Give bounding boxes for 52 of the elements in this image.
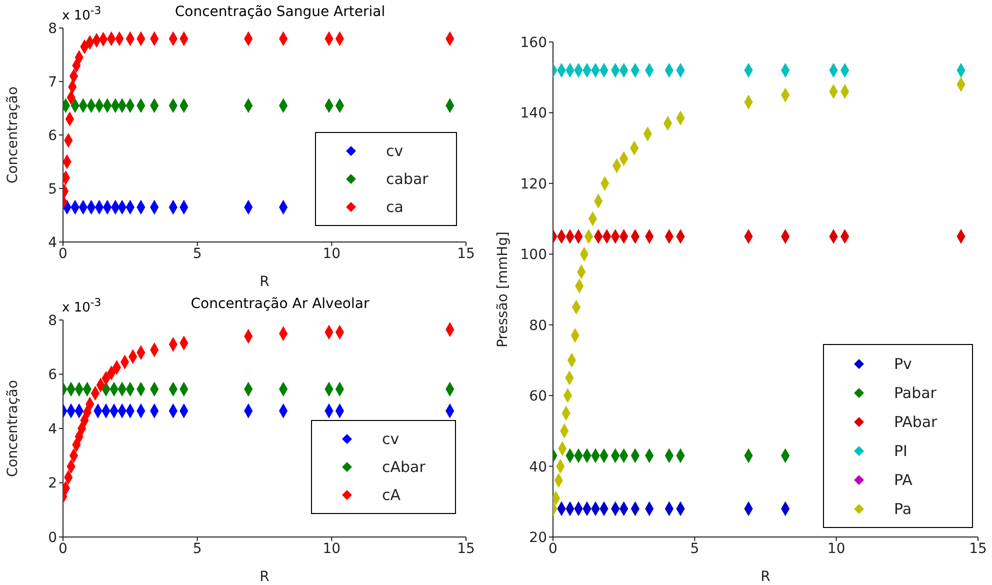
y-tick-label: 0 — [48, 530, 57, 546]
y-axis-title: Pressão [mmHg] — [494, 231, 511, 348]
y-tick-label: 100 — [520, 247, 547, 264]
x-tick-label: 0 — [58, 540, 68, 557]
x-axis-title: R — [260, 274, 270, 290]
x-axis-title: R — [760, 569, 771, 585]
legend-label: PI — [894, 442, 908, 460]
x-tick-label: 5 — [690, 540, 700, 557]
y-tick-label: 8 — [48, 20, 57, 37]
legend-label: cv — [386, 142, 404, 160]
x-tick-label: 10 — [827, 540, 846, 557]
y-tick-label: 120 — [520, 176, 547, 192]
x-tick-label: 5 — [192, 540, 202, 557]
y-axis-title: Concentração — [4, 86, 21, 184]
legend-label: Pa — [894, 500, 912, 518]
y-tick-label: 60 — [529, 388, 547, 405]
x-tick-label: 15 — [457, 246, 475, 262]
chart-title: Concentração Ar Alveolar — [190, 296, 370, 312]
legend-label: cAbar — [382, 458, 426, 476]
y-tick-label: 7 — [48, 74, 57, 90]
x-tick-label: 15 — [969, 540, 987, 557]
legend-label: cv — [382, 430, 400, 448]
legend-label: Pv — [894, 354, 912, 372]
y-tick-label: 5 — [48, 181, 57, 198]
legend-label: cabar — [386, 170, 428, 188]
y-tick-label: 8 — [48, 312, 57, 329]
y-tick-label: 140 — [520, 106, 547, 122]
y-tick-label: 4 — [48, 234, 58, 251]
y-axis-title: Concentração — [4, 380, 21, 478]
legend-label: PAbar — [894, 412, 938, 430]
y-tick-label: 6 — [48, 367, 58, 384]
x-tick-label: 0 — [548, 540, 558, 557]
legend-label: ca — [386, 198, 404, 216]
y-tick-label: 80 — [529, 318, 547, 334]
x-tick-label: 10 — [322, 540, 341, 557]
x-axis-title: R — [260, 569, 270, 585]
y-tick-label: 160 — [520, 34, 547, 51]
text: x 10$^{-3}$ — [62, 4, 102, 24]
text: x 10$^{-3}$ — [62, 296, 102, 316]
x-tick-label: 0 — [58, 246, 68, 262]
legend-label: PA — [894, 470, 912, 488]
legend-label: cA — [382, 486, 401, 504]
y-tick-label: 4 — [48, 421, 58, 438]
x-tick-label: 10 — [322, 246, 341, 262]
x-tick-label: 15 — [457, 540, 475, 557]
chart-title: Concentração Sangue Arterial — [174, 4, 386, 20]
y-tick-label: 40 — [529, 459, 547, 476]
y-tick-label: 6 — [48, 128, 58, 144]
x-tick-label: 5 — [192, 246, 202, 262]
y-tick-label: 20 — [529, 530, 547, 546]
legend-label: Pabar — [894, 384, 936, 402]
y-tick-label: 2 — [48, 476, 57, 492]
